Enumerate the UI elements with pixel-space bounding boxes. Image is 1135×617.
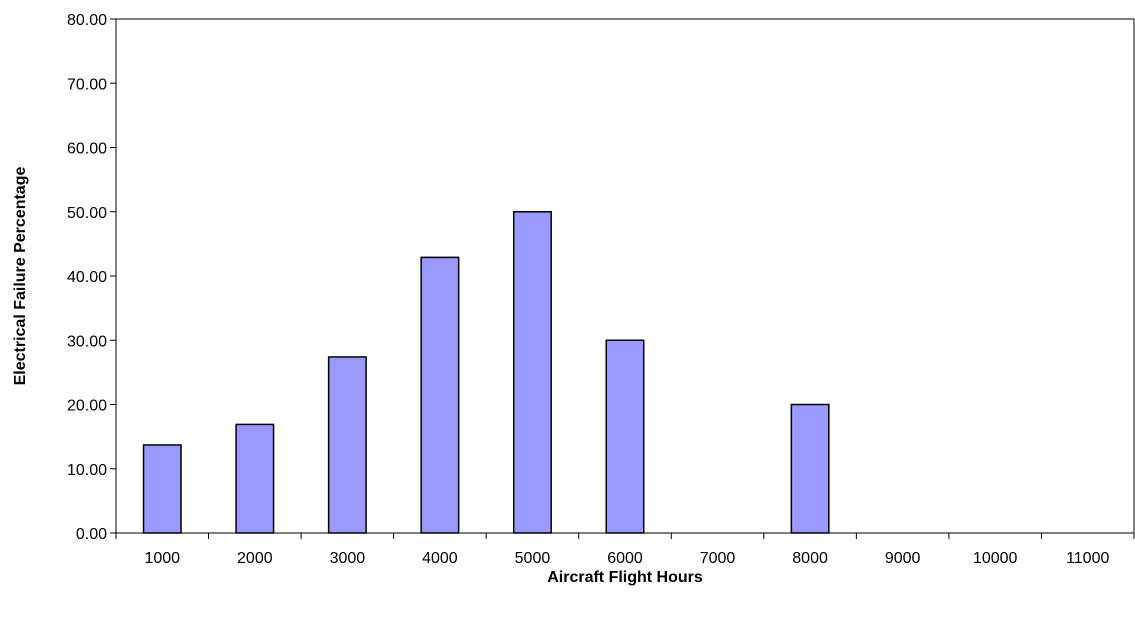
y-tick-label: 10.00 (67, 462, 107, 479)
bar-1000 (142, 444, 182, 534)
bars-group (142, 211, 830, 534)
y-tick-label: 0.00 (76, 526, 107, 543)
y-tick-label: 80.00 (67, 12, 107, 29)
plot-frame (115, 18, 1135, 534)
bar-3000 (327, 356, 367, 534)
y-tick-label: 40.00 (67, 269, 107, 286)
x-tick-label: 10000 (973, 550, 1018, 567)
x-tick-label: 7000 (700, 550, 736, 567)
y-tick-label: 60.00 (67, 141, 107, 158)
y-tick-label: 30.00 (67, 333, 107, 350)
x-tick-label: 8000 (792, 550, 828, 567)
y-tick-label: 20.00 (67, 398, 107, 415)
x-axis-title: Aircraft Flight Hours (547, 569, 703, 586)
x-tick-label: 9000 (885, 550, 921, 567)
bar-4000 (420, 256, 460, 534)
x-tick-label: 4000 (422, 550, 458, 567)
bar-5000 (512, 211, 552, 534)
y-axis-title: Electrical Failure Percentage (12, 167, 29, 386)
y-tick-label: 70.00 (67, 76, 107, 93)
x-tick-label: 11000 (1066, 550, 1109, 567)
x-tick-label: 5000 (515, 550, 551, 567)
x-axis-ticks: 1000 2000 3000 4000 5000 6000 7000 8000 9000 1000… (115, 533, 1135, 567)
bar-8000 (790, 403, 830, 534)
x-tick-label: 1000 (144, 550, 180, 567)
bar-2000 (235, 423, 275, 534)
x-tick-label: 6000 (607, 550, 643, 567)
y-axis-ticks: 0.00 10.00 20.00 30.00 40.00 50.00 60.00 70.00 8… (67, 12, 116, 543)
x-tick-label: 3000 (330, 550, 366, 567)
y-tick-label: 50.00 (67, 205, 107, 222)
bar-6000 (605, 339, 645, 534)
x-tick-label: 2000 (237, 550, 273, 567)
